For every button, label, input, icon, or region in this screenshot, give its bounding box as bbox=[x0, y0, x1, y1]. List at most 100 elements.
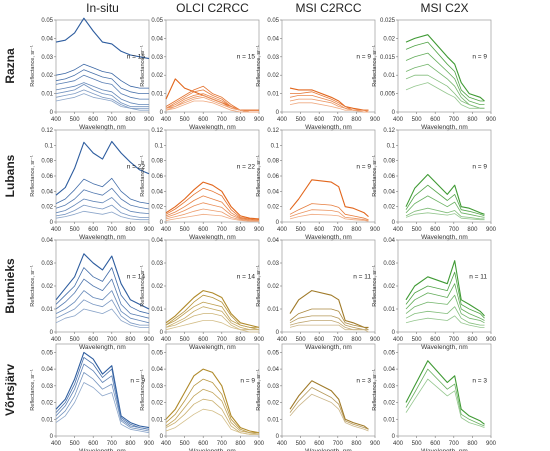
x-tick-label: 700 bbox=[217, 337, 228, 343]
y-axis-label: Reflectance, sr⁻¹ bbox=[30, 265, 36, 307]
spectrum-line bbox=[289, 209, 369, 221]
spectrum-line bbox=[165, 306, 259, 331]
sample-count-label: n = 22 bbox=[127, 164, 146, 171]
spectrum-line bbox=[55, 84, 149, 107]
y-tick-label: 0.015 bbox=[380, 55, 396, 61]
x-tick-label: 400 bbox=[51, 117, 62, 123]
x-tick-label: 600 bbox=[314, 337, 325, 343]
y-tick-label: 0.05 bbox=[151, 18, 163, 24]
spectrum-line bbox=[289, 87, 369, 111]
x-axis-label: Wavelength, nm bbox=[79, 344, 126, 351]
sample-count-label: n = 9 bbox=[356, 54, 371, 61]
panel-frame bbox=[55, 19, 150, 113]
x-tick-label: 800 bbox=[125, 337, 136, 343]
y-tick-label: 0.02 bbox=[151, 284, 163, 290]
y-tick-label: 0 bbox=[50, 330, 54, 336]
y-tick-label: 0.04 bbox=[383, 189, 395, 195]
spectrum-line bbox=[55, 74, 149, 100]
y-tick-label: 0.01 bbox=[151, 417, 163, 423]
spectrum-line bbox=[165, 313, 259, 331]
y-tick-label: 0 bbox=[160, 330, 164, 336]
x-tick-label: 400 bbox=[161, 117, 172, 123]
x-tick-label: 700 bbox=[107, 117, 118, 123]
y-tick-label: 0.06 bbox=[383, 174, 395, 180]
x-axis-label: Wavelength, nm bbox=[421, 344, 468, 351]
panel-vortsjarv-msi-c2rcc: 0 0.01 0.02 0.03 0.04 0.05 400 500 600 700 800 900 R… bbox=[256, 343, 381, 451]
panel-frame bbox=[165, 239, 260, 333]
row-labels: Razna Lubans Burtnieks Võrtsjärv bbox=[3, 48, 17, 416]
y-axis-label: Reflectance, sr⁻¹ bbox=[140, 155, 146, 197]
x-axis-label: Wavelength, nm bbox=[79, 448, 126, 451]
spectrum-line bbox=[165, 100, 259, 113]
spectrum-line bbox=[55, 140, 150, 196]
spectrum-line bbox=[289, 95, 369, 113]
row-label-lubans: Lubans bbox=[3, 154, 17, 197]
y-tick-label: 0.05 bbox=[41, 18, 53, 24]
x-tick-label: 800 bbox=[235, 227, 246, 233]
panel-frame bbox=[397, 19, 492, 113]
panel-frame bbox=[55, 239, 150, 333]
y-tick-label: 0.02 bbox=[151, 205, 163, 211]
sample-count-label: n = 22 bbox=[237, 164, 256, 171]
x-tick-label: 600 bbox=[314, 117, 325, 123]
y-tick-label: 0.02 bbox=[41, 401, 53, 407]
column-title-msi-c2rcc: MSI C2RCC bbox=[295, 1, 361, 15]
x-axis-label: Wavelength, nm bbox=[305, 344, 352, 351]
x-tick-label: 800 bbox=[351, 117, 362, 123]
sample-count-label: n = 9 bbox=[472, 164, 487, 171]
x-tick-label: 500 bbox=[296, 117, 307, 123]
spectrum-line bbox=[165, 368, 260, 434]
x-tick-label: 800 bbox=[467, 117, 478, 123]
spectrum-line bbox=[55, 382, 150, 434]
spectrum-line bbox=[55, 17, 150, 60]
y-tick-label: 0 bbox=[276, 330, 280, 336]
spectrum-line bbox=[405, 52, 485, 105]
spectrum-line bbox=[165, 195, 260, 221]
y-axis-label: Reflectance, sr⁻¹ bbox=[30, 369, 36, 411]
y-tick-label: 0.06 bbox=[151, 174, 163, 180]
y-tick-label: 0.02 bbox=[383, 284, 395, 290]
y-tick-label: 0 bbox=[50, 110, 54, 116]
y-axis-label: Reflectance, sr⁻¹ bbox=[256, 369, 262, 411]
x-tick-label: 400 bbox=[277, 227, 288, 233]
x-tick-label: 400 bbox=[393, 441, 404, 447]
y-tick-label: 0.01 bbox=[41, 417, 53, 423]
panel-razna-olci-c2rcc: 0 0.01 0.02 0.03 0.04 0.05 400 500 600 700 800 900 R… bbox=[140, 18, 265, 131]
spectrum-line bbox=[289, 308, 369, 331]
panel-razna-in-situ: 0 0.01 0.02 0.03 0.04 0.05 400 500 600 700 800 900 R… bbox=[30, 17, 155, 131]
x-tick-label: 400 bbox=[277, 117, 288, 123]
spectrum-line bbox=[289, 179, 369, 218]
spectrum-line bbox=[405, 294, 485, 324]
y-tick-label: 0.04 bbox=[41, 367, 53, 373]
y-axis-label: Reflectance, sr⁻¹ bbox=[372, 45, 378, 87]
spectrum-line bbox=[405, 315, 485, 328]
panel-razna-msi-c2rcc: 0 0.01 0.02 0.03 0.04 0.05 400 500 600 700 800 900 R… bbox=[256, 18, 381, 131]
panel-frame bbox=[55, 343, 150, 437]
y-tick-label: 0.01 bbox=[267, 417, 279, 423]
x-tick-label: 600 bbox=[430, 117, 441, 123]
y-tick-label: 0 bbox=[276, 220, 280, 226]
y-tick-label: 0 bbox=[392, 220, 396, 226]
panel-lubans-msi-c2x: 0 0.02 0.04 0.06 0.08 0.1 0.12 400 500 600 700 800 9… bbox=[372, 128, 497, 241]
spectrum-line bbox=[405, 173, 485, 215]
spectrum-line bbox=[165, 85, 259, 111]
y-tick-label: 0.02 bbox=[41, 73, 53, 79]
y-tick-label: 0.08 bbox=[151, 159, 163, 165]
spectrum-line bbox=[165, 208, 259, 222]
row-label-burtnieks: Burtnieks bbox=[3, 258, 17, 314]
x-tick-label: 500 bbox=[180, 117, 191, 123]
sample-count-label: n = 15 bbox=[237, 54, 256, 61]
x-tick-label: 700 bbox=[449, 441, 460, 447]
y-tick-label: 0.03 bbox=[151, 261, 163, 267]
panel-frame bbox=[397, 129, 492, 223]
y-tick-label: 0.025 bbox=[380, 18, 396, 24]
panel-vortsjarv-olci-c2rcc: 0 0.01 0.02 0.03 0.04 0.05 400 500 600 700 800 900 R… bbox=[140, 343, 265, 451]
x-tick-label: 600 bbox=[430, 441, 441, 447]
column-title-in-situ: In-situ bbox=[86, 1, 119, 15]
spectrum-line bbox=[55, 371, 150, 432]
y-tick-label: 0.08 bbox=[41, 159, 53, 165]
x-tick-label: 700 bbox=[333, 227, 344, 233]
spectrum-line bbox=[289, 380, 369, 430]
spectrum-line bbox=[55, 89, 149, 109]
x-tick-label: 500 bbox=[296, 337, 307, 343]
